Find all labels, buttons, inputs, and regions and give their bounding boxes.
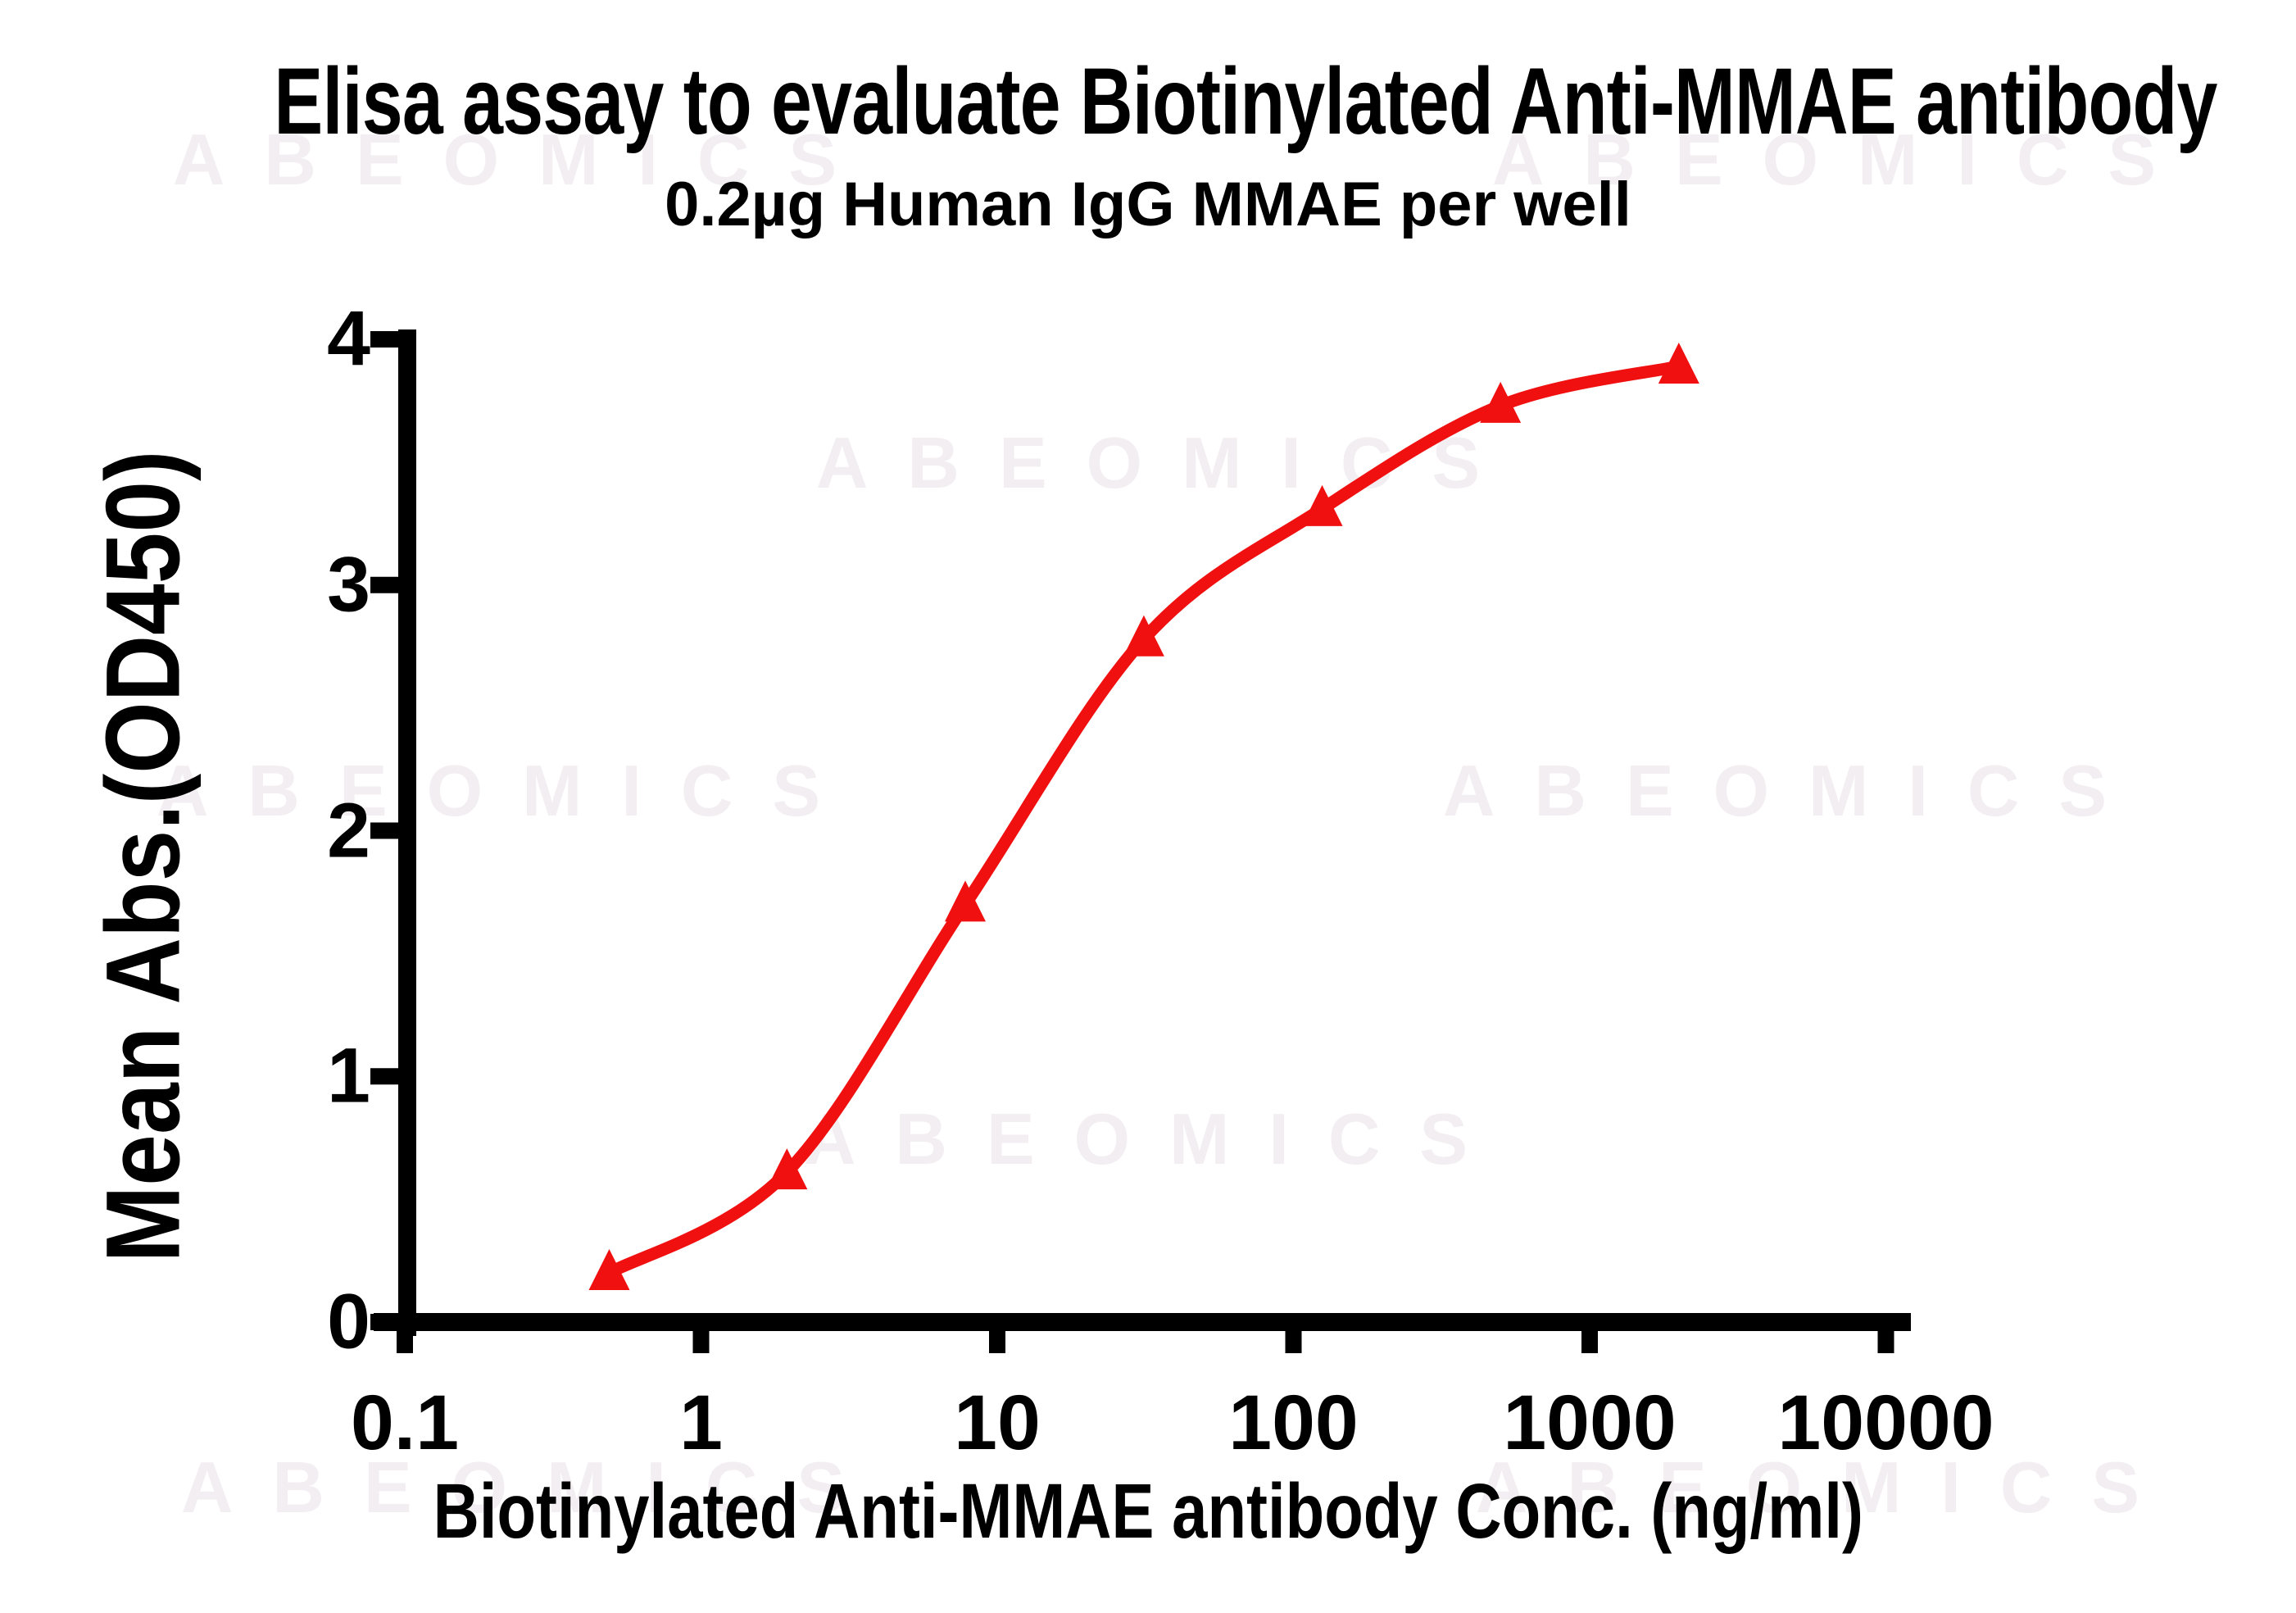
y-tick-label: 2	[327, 787, 370, 874]
y-tick-label: 4	[327, 295, 370, 383]
abeomics-watermark: ABEOMICS	[172, 119, 877, 200]
x-tick-label: 10000	[1777, 1379, 1994, 1466]
x-tick-label: 1000	[1503, 1379, 1677, 1466]
data-point-triangle	[944, 880, 986, 922]
chart-title: Elisa assay to evaluate Biotinylated Ant…	[0, 48, 2296, 156]
x-tick-label: 10	[954, 1379, 1041, 1466]
y-tick-label: 0	[327, 1278, 370, 1365]
y-tick-label: 1	[327, 1032, 370, 1120]
chart-title-text: Elisa assay to evaluate Biotinylated Ant…	[274, 49, 2217, 154]
x-tick-label: 100	[1228, 1379, 1359, 1466]
abeomics-watermark: ABEOMICS	[156, 750, 860, 831]
x-tick-label: 0.1	[350, 1379, 460, 1466]
data-point-triangle	[766, 1148, 808, 1190]
data-point-triangle	[1123, 615, 1164, 657]
chart-subtitle-text: 0.2µg Human IgG MMAE per well	[665, 170, 1631, 239]
x-tick-label: 1	[679, 1379, 723, 1466]
dose-response-curve	[606, 360, 1681, 1279]
abeomics-watermark: ABEOMICS	[815, 422, 1520, 503]
data-point-triangle	[1480, 381, 1522, 423]
abeomics-watermark: ABEOMICS	[1475, 1447, 2180, 1528]
chart-subtitle: 0.2µg Human IgG MMAE per well	[0, 169, 2296, 240]
abeomics-watermark: ABEOMICS	[1491, 119, 2196, 200]
data-point-triangle	[1301, 484, 1343, 526]
y-tick-label: 3	[327, 541, 370, 629]
abeomics-watermark: ABEOMICS	[180, 1447, 885, 1528]
x-axis-title-text: Biotinylated Anti-MMAE antibody Conc. (n…	[433, 1468, 1863, 1555]
data-point-triangle	[588, 1249, 630, 1291]
abeomics-watermark: ABEOMICS	[1442, 750, 2147, 831]
data-point-triangle	[1658, 342, 1699, 384]
x-axis-title: Biotinylated Anti-MMAE antibody Conc. (n…	[0, 1467, 2296, 1556]
abeomics-watermark: ABEOMICS	[803, 1098, 1508, 1179]
